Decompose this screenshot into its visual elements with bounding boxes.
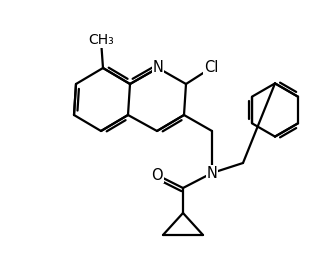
Text: N: N <box>153 61 164 75</box>
Text: N: N <box>207 166 217 181</box>
Text: CH₃: CH₃ <box>88 33 114 47</box>
Text: Cl: Cl <box>204 61 218 75</box>
Text: O: O <box>151 167 163 183</box>
